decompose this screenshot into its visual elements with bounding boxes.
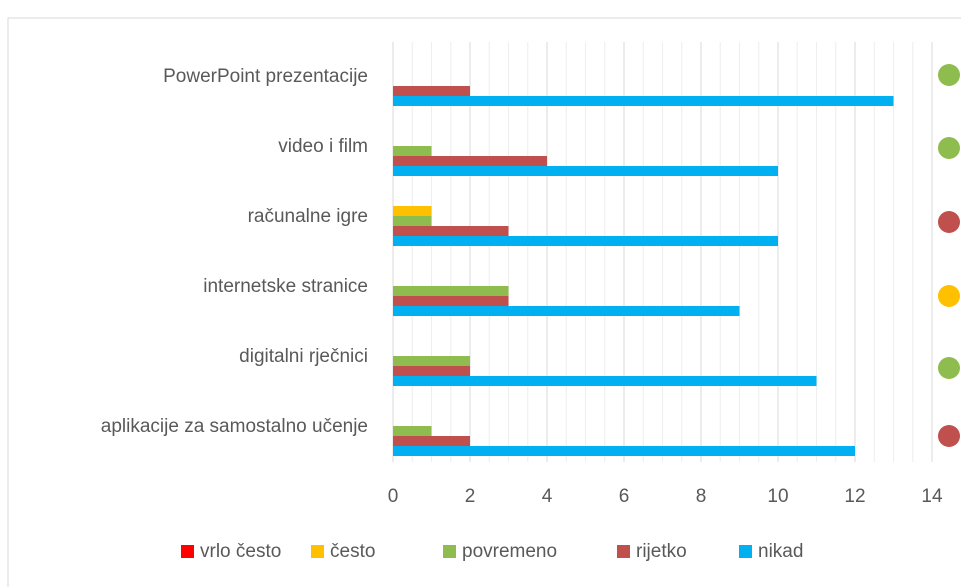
- bar: [393, 376, 817, 386]
- bar: [393, 96, 894, 106]
- legend-swatch: [443, 545, 456, 558]
- legend-swatch: [311, 545, 324, 558]
- x-tick-label: 14: [921, 486, 943, 507]
- legend-label: povremeno: [462, 541, 557, 562]
- bar: [393, 436, 470, 446]
- x-tick-label: 4: [542, 486, 553, 507]
- bar: [393, 156, 547, 166]
- bar: [393, 286, 509, 296]
- y-tick-label: digitalni rječnici: [239, 346, 368, 367]
- marker: [938, 137, 960, 159]
- bar: [393, 226, 509, 236]
- marker: [938, 357, 960, 379]
- bar: [393, 446, 855, 456]
- legend-label: rijetko: [636, 541, 687, 562]
- marker: [938, 211, 960, 233]
- bar: [393, 296, 509, 306]
- y-tick-label: računalne igre: [248, 206, 368, 227]
- y-tick-label: PowerPoint prezentacije: [163, 66, 368, 87]
- y-tick-label: video i film: [278, 136, 368, 157]
- x-tick-label: 6: [619, 486, 630, 507]
- bar: [393, 86, 470, 96]
- bar: [393, 306, 740, 316]
- legend-swatch: [617, 545, 630, 558]
- x-tick-label: 12: [844, 486, 865, 507]
- marker: [938, 285, 960, 307]
- bar: [393, 146, 432, 156]
- bar: [393, 366, 470, 376]
- side-markers: [938, 64, 960, 447]
- x-tick-label: 8: [696, 486, 707, 507]
- x-tick-label: 0: [388, 486, 399, 507]
- legend-swatch: [739, 545, 752, 558]
- bar: [393, 236, 778, 246]
- x-tick-label: 10: [767, 486, 788, 507]
- legend-label: nikad: [758, 541, 803, 562]
- marker: [938, 64, 960, 86]
- legend-swatch: [181, 545, 194, 558]
- y-tick-label: aplikacije za samostalno učenje: [101, 416, 368, 437]
- bar: [393, 426, 432, 436]
- bar: [393, 356, 470, 366]
- y-tick-label: internetske stranice: [203, 276, 368, 297]
- legend-label: vrlo često: [200, 541, 281, 562]
- bar: [393, 166, 778, 176]
- bar: [393, 206, 432, 216]
- marker: [938, 425, 960, 447]
- bar: [393, 216, 432, 226]
- legend-label: često: [330, 541, 375, 562]
- x-tick-label: 2: [465, 486, 476, 507]
